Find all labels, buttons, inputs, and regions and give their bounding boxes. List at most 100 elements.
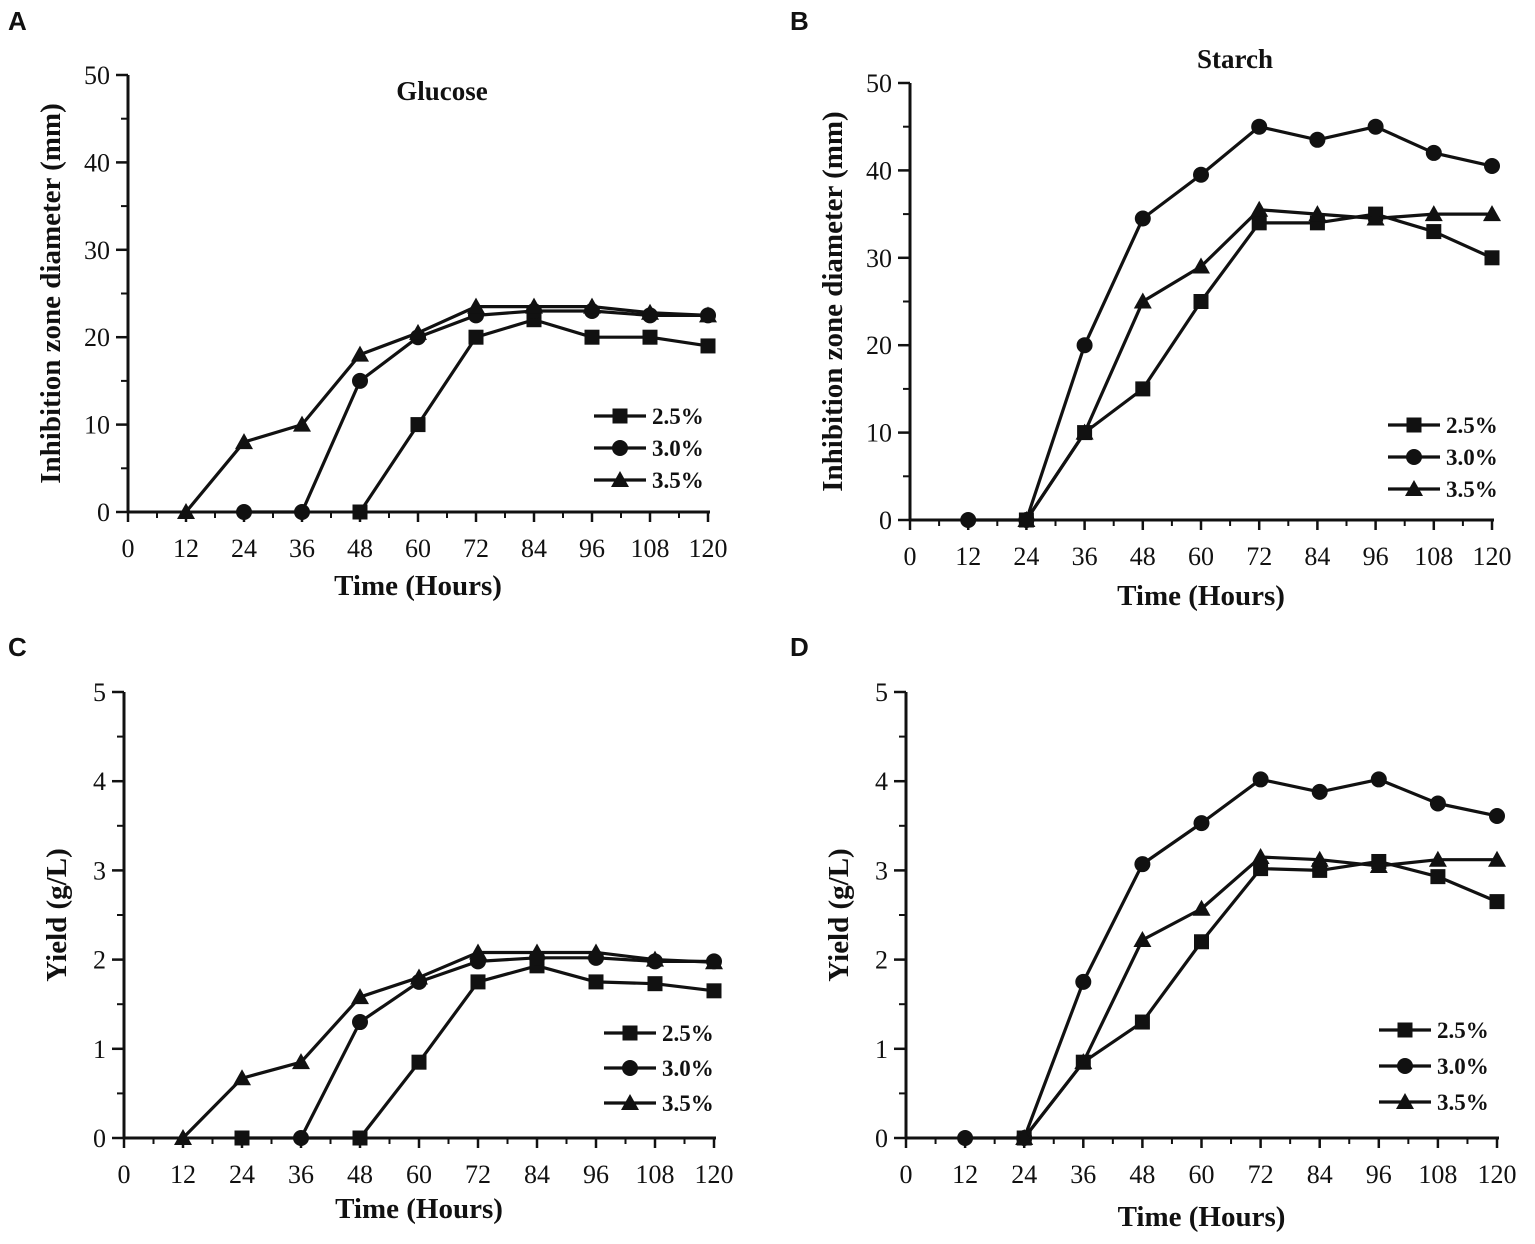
y-tick-label: 20 [84,323,110,352]
data-point-triangle [410,968,428,985]
data-point-triangle [174,1129,192,1145]
x-tick-label: 84 [1304,542,1330,571]
data-point-triangle [293,415,311,432]
data-point-triangle [528,943,546,960]
x-tick-label: 12 [952,1160,978,1189]
legend-circle-marker [1397,1058,1413,1074]
x-tick-label: 12 [955,542,981,571]
data-point-circle [352,1014,368,1031]
x-tick-label: 60 [1188,542,1214,571]
series-line [181,950,715,1140]
legend-label: 3.5% [1437,1090,1489,1115]
data-point-triangle [587,943,605,960]
y-tick-label: 20 [866,331,892,360]
data-point-square [700,338,716,354]
x-tick-label: 48 [1130,542,1156,571]
data-point-square [706,983,722,999]
data-point-circle [960,512,977,528]
data-point-square [468,329,484,345]
y-tick-label: 40 [866,156,892,185]
data-point-triangle [525,297,543,314]
y-tick-label: 0 [97,498,110,527]
x-tick-label: 36 [288,1160,314,1189]
series-2.5% [234,958,722,1146]
legend-square-marker [612,408,628,424]
data-point-circle [1251,118,1268,135]
y-tick-label: 1 [875,1035,888,1064]
x-axis-title: Time (Hours) [1118,1201,1286,1233]
data-point-triangle [1133,292,1152,309]
x-tick-label: 96 [583,1160,609,1189]
data-point-circle [1425,144,1442,161]
x-tick-label: 120 [695,1160,734,1189]
series-3.5% [174,943,723,1145]
data-point-circle [1252,771,1269,788]
data-point-square [352,504,368,520]
series-3.5% [1017,200,1501,527]
x-tick-label: 24 [1011,1160,1037,1189]
data-point-circle [293,1130,309,1146]
series-line [184,305,709,514]
legend-label: 3.5% [662,1091,714,1116]
data-point-circle [294,504,310,520]
legend-label: 2.5% [1437,1018,1489,1043]
series-2.5% [1018,206,1500,528]
data-point-square [352,1130,368,1146]
panel-letter: A [8,6,27,36]
x-tick-label: 84 [1307,1160,1333,1189]
data-point-circle [1076,337,1093,354]
y-tick-label: 2 [93,946,106,975]
x-tick-label: 108 [636,1160,675,1189]
data-point-circle [957,1130,974,1146]
data-point-square [411,1054,427,1070]
series-line [1025,208,1492,521]
legend-square-marker [622,1025,638,1041]
series-line [968,125,1493,522]
series-line [965,777,1498,1140]
data-point-square [1251,215,1267,231]
x-tick-label: 60 [406,1160,432,1189]
data-point-triangle [1366,209,1385,226]
x-tick-label: 48 [347,1160,373,1189]
chart-title: Glucose [396,76,488,106]
x-tick-label: 96 [1366,1160,1392,1189]
x-tick-label: 0 [904,542,917,571]
data-point-triangle [177,503,195,519]
x-tick-label: 120 [1478,1160,1517,1189]
legend-triangle-marker [1405,480,1423,496]
panel-letter: B [790,6,809,36]
data-point-square [1489,894,1505,910]
data-point-triangle [646,950,664,967]
data-point-circle [1311,783,1328,800]
x-tick-label: 0 [122,534,135,563]
data-point-circle [1309,131,1326,148]
data-point-circle [1367,118,1384,135]
panel-letter: D [790,632,809,662]
y-tick-label: 50 [84,61,110,90]
legend-circle-marker [612,440,628,456]
data-point-triangle [705,953,723,970]
chart-panel-b: B 0 10 20 30 40 50 0 12 24 36 48 60 72 84 96 108 120 Time … [790,6,1512,612]
data-point-circle [1484,158,1500,175]
chart-title: Starch [1197,44,1273,74]
y-tick-label: 0 [875,1124,888,1153]
data-point-triangle [1251,848,1270,865]
data-point-triangle [409,323,427,340]
data-point-circle [1193,815,1210,832]
chart-panel-a: A 0 10 20 30 40 50 0 12 24 36 48 60 72 84 96 108 120 Time … [8,6,728,602]
legend-triangle-marker [621,1094,639,1110]
series-line [1022,855,1497,1139]
x-tick-label: 48 [347,534,373,563]
x-tick-label: 48 [1129,1160,1155,1189]
legend: 2.5% 3.0% 3.5% [604,1021,714,1116]
series-line [299,956,714,1139]
y-tick-label: 5 [875,678,888,707]
x-tick-label: 72 [1248,1160,1274,1189]
x-axis-title: Time (Hours) [335,1193,503,1225]
legend: 2.5% 3.0% 3.5% [1379,1018,1489,1115]
y-tick-label: 4 [93,767,106,796]
data-point-square [1194,934,1209,950]
data-point-square [647,976,663,992]
